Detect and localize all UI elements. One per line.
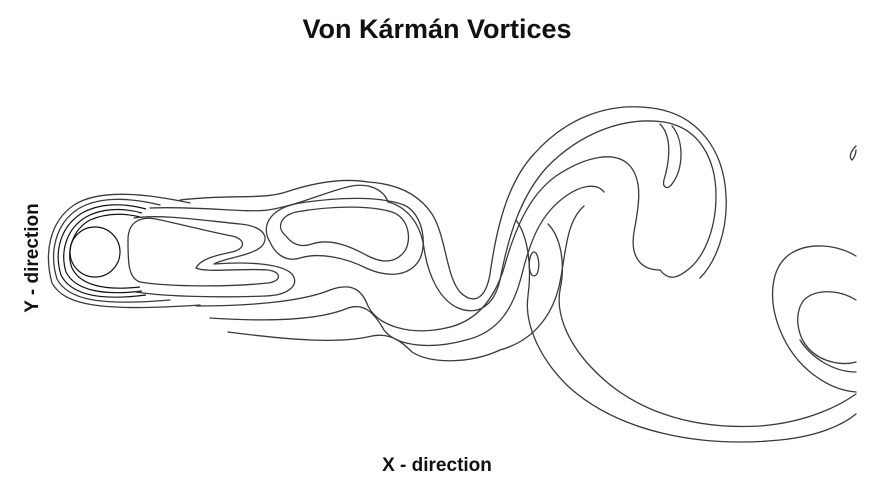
figure-title: Von Kármán Vortices (302, 14, 572, 44)
right-edge-contours (771, 145, 857, 393)
x-axis-label: X - direction (382, 455, 492, 476)
near-wake-contours (127, 179, 389, 298)
y-axis-label: Y - direction (22, 203, 43, 313)
second-vortex-contours (195, 197, 501, 362)
downstream-vortex-contours (367, 106, 857, 443)
cylinder-contours (47, 193, 201, 309)
